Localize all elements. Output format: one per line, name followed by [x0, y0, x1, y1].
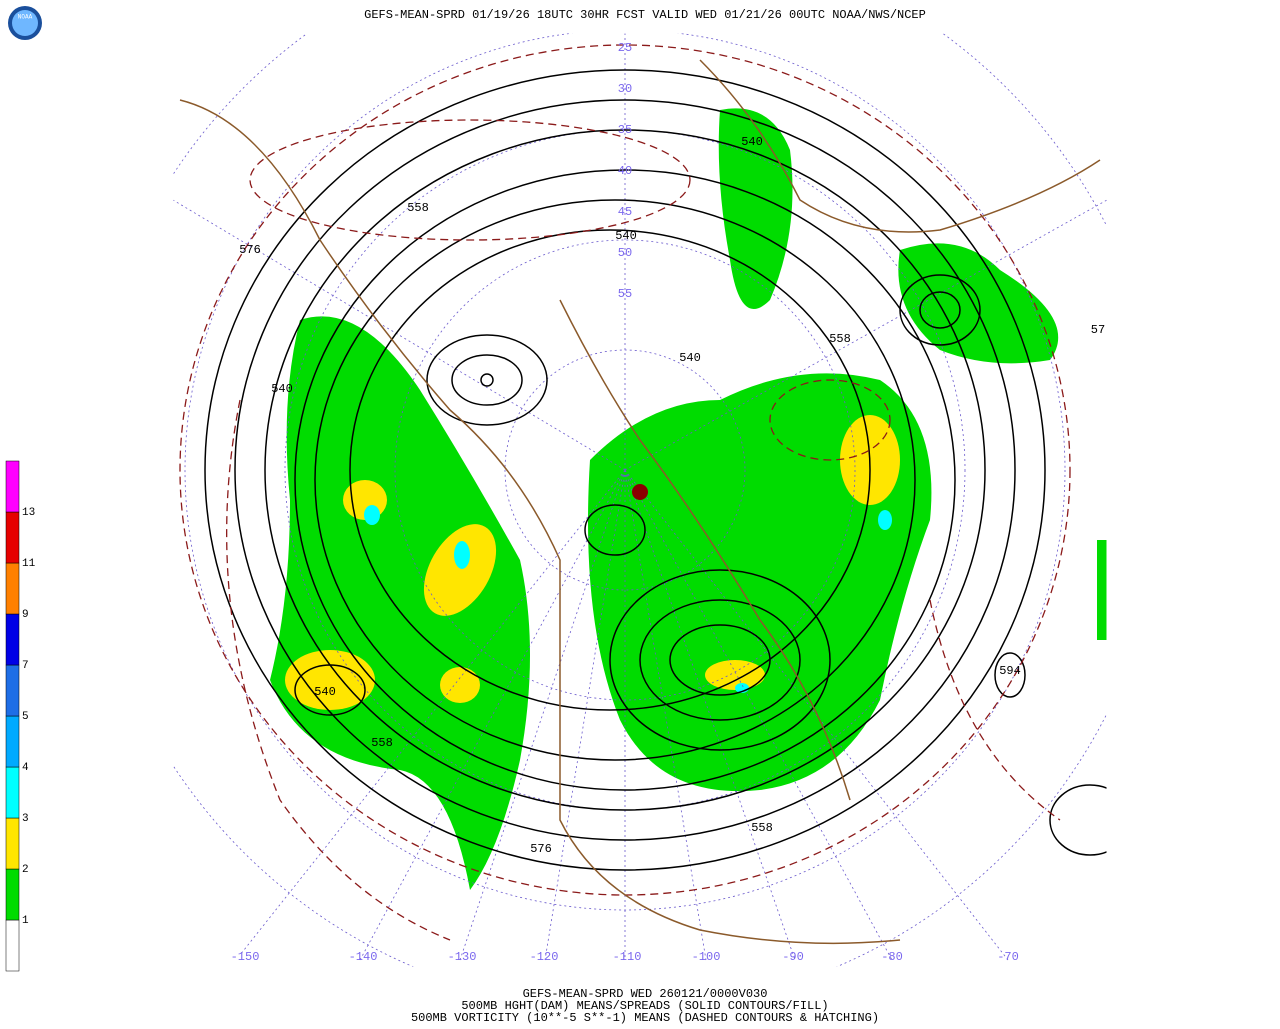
colorbar-swatch	[5, 613, 20, 666]
lon-label: -110	[613, 950, 642, 964]
lat-label: 55	[618, 287, 632, 301]
lat-label: 40	[618, 164, 632, 178]
lon-label: -120	[530, 950, 559, 964]
graticule	[173, 33, 1107, 967]
contour-label: 540	[615, 229, 637, 243]
colorbar-label: 1	[22, 915, 29, 927]
lat-label: 25	[618, 41, 632, 55]
contour-label: 576	[530, 842, 552, 856]
footer-line: GEFS-MEAN-SPRD WED 260121/0000V030	[523, 987, 768, 1001]
footer-line: 500MB HGHT(DAM) MEANS/SPREADS (SOLID CON…	[461, 999, 828, 1013]
map	[173, 33, 1107, 967]
map-frame	[172, 32, 1108, 968]
title: GEFS-MEAN-SPRD 01/19/26 18UTC 30HR FCST …	[364, 8, 926, 22]
contour-label: 558	[829, 332, 851, 346]
colorbar-label: 3	[22, 813, 29, 825]
colorbar-label: 2	[22, 864, 29, 876]
colorbar-swatch	[5, 766, 20, 819]
lon-label: -70	[997, 950, 1019, 964]
lon-label: -150	[231, 950, 260, 964]
colorbar-swatch	[5, 511, 20, 564]
lon-label: -140	[349, 950, 378, 964]
lat-label: 30	[618, 82, 632, 96]
colorbar-label: 4	[22, 762, 29, 774]
colorbar-swatch	[5, 715, 20, 768]
spread-fill	[270, 108, 1107, 890]
colorbar-label: 11	[22, 558, 36, 570]
lat-labels: 25 30 35 40 45 50 55	[618, 41, 632, 301]
contour-label: 558	[407, 201, 429, 215]
lat-label: 50	[618, 246, 632, 260]
contour-label: 540	[741, 135, 763, 149]
logo: NOAA	[8, 6, 42, 40]
contour-label: 558	[751, 821, 773, 835]
lon-label: -80	[881, 950, 903, 964]
logo-text: NOAA	[18, 14, 33, 21]
lon-labels: -150 -140 -130 -120 -110 -100 -90 -80 -70	[231, 950, 1019, 964]
lat-label: 35	[618, 123, 632, 137]
lon-label: -130	[448, 950, 477, 964]
spread-max	[364, 505, 892, 693]
lon-label: -90	[782, 950, 804, 964]
contour-label: 57	[1091, 323, 1105, 337]
contour-label: 540	[314, 685, 336, 699]
colorbar-swatch	[5, 919, 20, 972]
colorbar-swatch	[5, 460, 20, 513]
coastlines	[179, 59, 1101, 945]
contour-label: 594	[999, 664, 1021, 678]
vorticity-max	[632, 484, 648, 500]
contour-labels: 576 558 540 540 540 558 540 594 540 558 …	[239, 135, 1105, 856]
colorbar-swatch	[5, 664, 20, 717]
colorbar-swatch	[5, 868, 20, 921]
colorbar-label: 13	[22, 507, 35, 519]
contour-label: 558	[371, 736, 393, 750]
contour-label: 540	[271, 382, 293, 396]
logo-center	[12, 10, 38, 36]
colorbar-label: 9	[22, 609, 29, 621]
contour-label: 576	[239, 243, 261, 257]
footer-line: 500MB VORTICITY (10**-5 S**-1) MEANS (DA…	[411, 1011, 879, 1024]
lat-label: 45	[618, 205, 632, 219]
colorbar-swatch	[5, 817, 20, 870]
contour-label: 540	[679, 351, 701, 365]
colorbar-label: 7	[22, 660, 29, 672]
colorbar: 1 2 3 4 5 7 9 11 13	[5, 460, 36, 972]
lon-label: -100	[692, 950, 721, 964]
colorbar-label: 5	[22, 711, 29, 723]
height-contours	[204, 69, 1107, 871]
colorbar-swatch	[5, 562, 20, 615]
